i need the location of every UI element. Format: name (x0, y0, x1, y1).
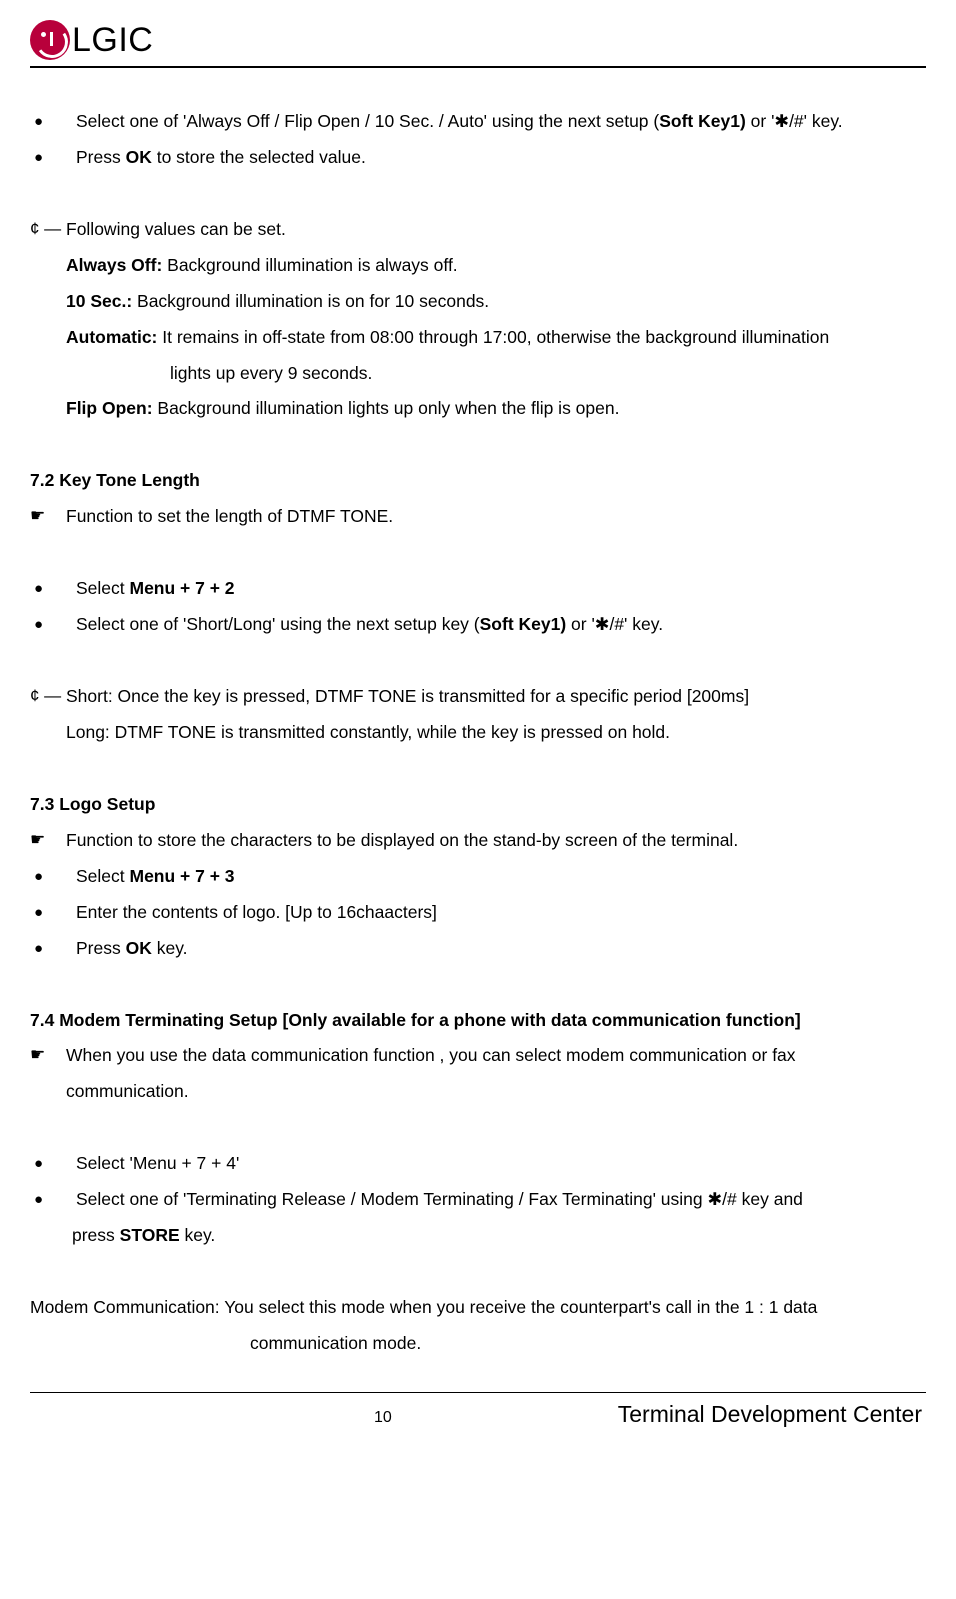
value-automatic-line1: Automatic: It remains in off-state from … (30, 320, 926, 356)
bullet-text: Select Menu + 7 + 3 (76, 859, 926, 895)
function-desc-7-3: ☛ Function to store the characters to be… (30, 823, 926, 859)
bullet-text: Select one of 'Always Off / Flip Open / … (76, 104, 926, 140)
header-divider (30, 66, 926, 68)
function-text: When you use the data communication func… (66, 1038, 796, 1074)
bullet-enter-logo: ● Enter the contents of logo. [Up to 16c… (30, 895, 926, 931)
bullet-press-ok-73: ● Press OK key. (30, 931, 926, 967)
function-desc-7-4-line2: communication. (30, 1074, 926, 1110)
function-desc-7-4: ☛ When you use the data communication fu… (30, 1038, 926, 1074)
bullet-icon: ● (30, 859, 76, 895)
footer-center-text: Terminal Development Center (618, 1401, 922, 1428)
bullet-icon: ● (30, 895, 76, 931)
bullet-text: Select one of 'Short/Long' using the nex… (76, 607, 926, 643)
bullet-text: Press OK key. (76, 931, 926, 967)
function-desc-7-2: ☛ Function to set the length of DTMF TON… (30, 499, 926, 535)
note-text: Short: Once the key is pressed, DTMF TON… (66, 679, 749, 715)
function-text: Function to store the characters to be d… (66, 823, 738, 859)
bullet-select-menu-74: ● Select 'Menu + 7 + 4' (30, 1146, 926, 1182)
header: LGIC (30, 20, 926, 60)
value-10sec: 10 Sec.: Background illumination is on f… (30, 284, 926, 320)
value-always-off: Always Off: Background illumination is a… (30, 248, 926, 284)
value-automatic-line2: lights up every 9 seconds. (30, 356, 926, 392)
bullet-icon: ● (30, 607, 76, 643)
bullet-icon: ● (30, 931, 76, 967)
brand-text: LGIC (72, 21, 153, 60)
bullet-icon: ● (30, 1182, 76, 1218)
note-short-tone: ¢ ― Short: Once the key is pressed, DTMF… (30, 679, 926, 715)
section-7-2-title: 7.2 Key Tone Length (30, 463, 926, 499)
pointer-icon: ☛ (30, 499, 66, 534)
section-7-3-title: 7.3 Logo Setup (30, 787, 926, 823)
bullet-select-terminating-line2: press STORE key. (30, 1218, 926, 1254)
footer-divider (30, 1392, 926, 1393)
bullet-icon: ● (30, 140, 76, 176)
bullet-text: Enter the contents of logo. [Up to 16cha… (76, 895, 926, 931)
bullet-select-terminating: ● Select one of 'Terminating Release / M… (30, 1182, 926, 1218)
section-7-4-title: 7.4 Modem Terminating Setup [Only availa… (30, 1003, 926, 1039)
note-long-tone: Long: DTMF TONE is transmitted constantl… (30, 715, 926, 751)
bullet-icon: ● (30, 571, 76, 607)
page-number: 10 (374, 1409, 392, 1427)
note-following-values: ¢ ― Following values can be set. (30, 212, 926, 248)
document-body: ● Select one of 'Always Off / Flip Open … (30, 104, 926, 1362)
note-text: Following values can be set. (66, 212, 286, 248)
bullet-text: Press OK to store the selected value. (76, 140, 926, 176)
bullet-press-ok: ● Press OK to store the selected value. (30, 140, 926, 176)
bullet-select-menu-73: ● Select Menu + 7 + 3 (30, 859, 926, 895)
pointer-icon: ☛ (30, 823, 66, 858)
modem-comm-line2: communication mode. (30, 1326, 926, 1362)
bullet-select-mode: ● Select one of 'Always Off / Flip Open … (30, 104, 926, 140)
cent-icon: ¢ ― (30, 679, 66, 714)
modem-comm-line1: Modem Communication: You select this mod… (30, 1290, 926, 1326)
function-text: Function to set the length of DTMF TONE. (66, 499, 393, 535)
bullet-text: Select one of 'Terminating Release / Mod… (76, 1182, 926, 1218)
footer: 10 Terminal Development Center (30, 1401, 926, 1440)
cent-icon: ¢ ― (30, 212, 66, 247)
lg-logo-icon (30, 20, 70, 60)
bullet-select-short-long: ● Select one of 'Short/Long' using the n… (30, 607, 926, 643)
bullet-icon: ● (30, 104, 76, 140)
bullet-icon: ● (30, 1146, 76, 1182)
bullet-select-menu-72: ● Select Menu + 7 + 2 (30, 571, 926, 607)
value-flip-open: Flip Open: Background illumination light… (30, 391, 926, 427)
pointer-icon: ☛ (30, 1038, 66, 1073)
bullet-text: Select 'Menu + 7 + 4' (76, 1146, 926, 1182)
bullet-text: Select Menu + 7 + 2 (76, 571, 926, 607)
